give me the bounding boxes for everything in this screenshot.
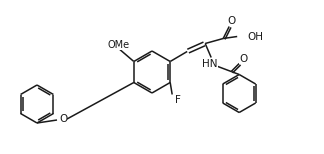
Text: O: O (227, 16, 235, 26)
Text: OMe: OMe (108, 39, 130, 49)
Text: F: F (175, 95, 181, 105)
Text: O: O (239, 53, 247, 63)
Text: O: O (59, 114, 67, 124)
Text: HN: HN (202, 59, 218, 69)
Text: OH: OH (247, 32, 263, 41)
